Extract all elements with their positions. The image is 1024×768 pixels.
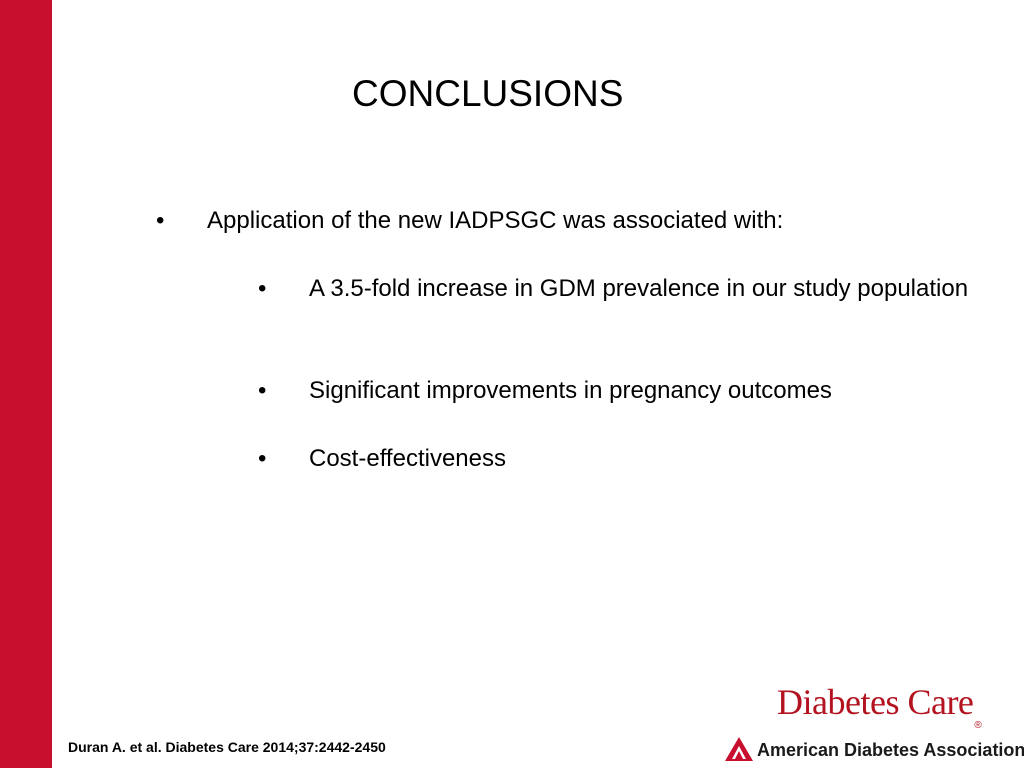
sub-bullet-text: A 3.5-fold increase in GDM prevalence in… [309,275,969,302]
ada-triangle-icon [725,737,753,761]
slide-title: CONCLUSIONS [352,73,624,114]
sub-bullet-text: Cost-effectiveness [309,445,506,472]
bullet-marker: • [258,377,267,404]
citation: Duran A. et al. Diabetes Care 2014;37:24… [68,739,386,755]
sub-bullet: • Cost-effectiveness [258,442,978,475]
journal-logo: Diabetes Care® [777,680,982,731]
bullet-marker: • [156,207,165,234]
bullet-marker: • [258,275,267,302]
registered-mark: ® [974,720,982,731]
main-bullet: • Application of the new IADPSGC was ass… [156,204,916,237]
accent-bar [0,0,52,768]
sub-bullet-text: Significant improvements in pregnancy ou… [309,377,832,404]
organization-name: American Diabetes Association.® [757,740,1024,760]
bullet-marker: • [258,445,267,472]
sub-bullet: • A 3.5-fold increase in GDM prevalence … [258,272,978,305]
main-bullet-text: Application of the new IADPSGC was assoc… [207,207,784,234]
sub-bullet: • Significant improvements in pregnancy … [258,374,978,407]
journal-logo-text: Diabetes Care [777,682,974,722]
